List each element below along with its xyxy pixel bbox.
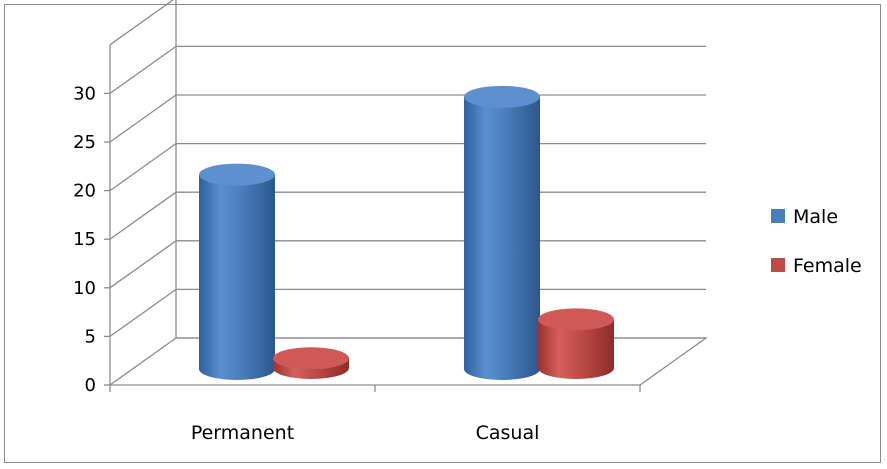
bar	[273, 347, 349, 379]
gridline-side	[109, 45, 177, 94]
y-tick-label: 20	[73, 181, 96, 202]
bar-body	[538, 319, 614, 379]
gridline-side	[109, 288, 177, 337]
bar-body	[464, 96, 540, 380]
bar-top	[538, 308, 614, 331]
category-label: Casual	[476, 422, 540, 444]
chart-frame	[4, 4, 881, 463]
y-tick-label: 5	[85, 326, 96, 347]
y-tick-label: 15	[73, 229, 96, 250]
legend-label: Female	[793, 255, 862, 277]
gridline-side	[109, 240, 177, 289]
gridline-side	[109, 143, 177, 192]
floor	[109, 337, 709, 386]
bar	[538, 308, 614, 379]
y-tick-label: 30	[73, 83, 96, 104]
y-tick-label: 25	[73, 132, 96, 153]
bar	[464, 85, 540, 380]
category-label: Permanent	[191, 422, 294, 444]
bar-top	[199, 163, 275, 186]
legend-label: Male	[793, 206, 838, 228]
bar-top	[464, 85, 540, 108]
labels-layer: Permanent Casual	[191, 422, 540, 444]
gridline-side	[109, 0, 175, 46]
y-tick-label: 10	[73, 278, 96, 299]
legend-layer: Male Female	[771, 206, 862, 277]
y-tick-label: 0	[85, 375, 96, 396]
gridline-side	[109, 94, 177, 143]
legend-swatch	[771, 258, 785, 272]
bar-body	[199, 174, 275, 380]
axis-layer: 0 5 10 15 20 25 30	[73, 44, 641, 396]
legend-swatch	[771, 209, 785, 223]
gridline-side	[109, 191, 177, 240]
bar-top	[273, 347, 349, 370]
bars-layer	[199, 85, 614, 380]
bar	[199, 163, 275, 380]
